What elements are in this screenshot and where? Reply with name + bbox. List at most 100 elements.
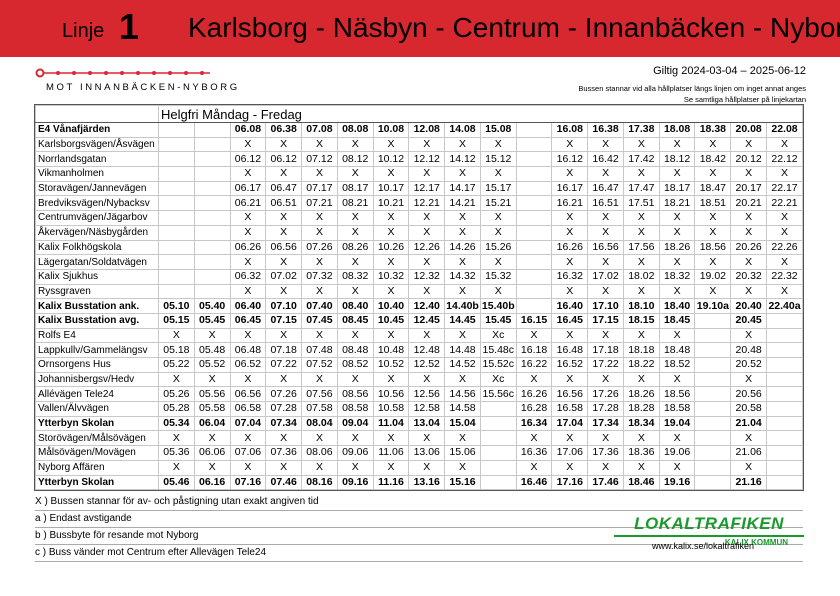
time-cell: 07.58 — [301, 401, 338, 417]
time-cell: 18.36 — [622, 445, 660, 461]
time-cell: 17.36 — [587, 445, 624, 461]
stop-name: Åkervägen/Näsbygården — [35, 224, 159, 241]
time-cell: 17.34 — [587, 415, 624, 432]
stop-row: Lägergatan/Soldatvägen X X X X X X X X X X X X X X X — [35, 254, 803, 270]
time-cell: 08.58 — [336, 401, 374, 417]
footnote: X ) Bussen stannar för av- och påstignin… — [35, 494, 803, 511]
time-cell: X — [730, 327, 768, 344]
time-cell: 08.04 — [301, 415, 338, 432]
empty-cell — [694, 459, 732, 476]
time-cell: 16.26 — [551, 239, 589, 256]
time-cell: 18.26 — [658, 239, 696, 256]
time-cell: 19.06 — [658, 445, 696, 461]
time-cell: 10.12 — [372, 151, 410, 168]
empty-cell — [694, 430, 732, 447]
time-cell: 12.21 — [408, 195, 446, 212]
time-cell: X — [730, 210, 768, 226]
empty-cell — [694, 445, 732, 461]
time-cell: 18.51 — [694, 195, 732, 212]
time-cell: X — [265, 327, 303, 344]
time-cell: 22.32 — [766, 268, 803, 285]
empty-cell — [766, 459, 803, 476]
empty-cell — [158, 254, 195, 270]
time-cell: X — [622, 430, 660, 447]
time-cell: 18.32 — [658, 268, 696, 285]
empty-cell — [515, 298, 553, 314]
time-cell: 12.08 — [408, 122, 446, 138]
time-cell: X — [587, 224, 624, 241]
empty-cell — [515, 224, 553, 241]
time-cell: 18.15 — [622, 312, 660, 329]
time-cell: X — [587, 283, 624, 300]
time-cell: 08.08 — [336, 122, 374, 138]
time-cell: 08.26 — [336, 239, 374, 256]
time-cell: X — [730, 430, 768, 447]
time-cell: 18.12 — [658, 151, 696, 168]
empty-cell — [193, 151, 231, 168]
stop-name: Vallen/Älvvägen — [35, 401, 159, 417]
time-cell: 17.22 — [587, 357, 624, 373]
time-cell: X — [408, 371, 446, 388]
time-cell: X — [265, 224, 303, 241]
time-cell: 16.17 — [551, 180, 589, 197]
empty-cell — [694, 357, 732, 373]
empty-cell — [193, 122, 231, 138]
stop-row: Kalix Busstation avg. 05.15 05.45 06.45 07.1… — [35, 312, 803, 329]
time-cell: 14.08 — [444, 122, 481, 138]
time-cell: 15.08 — [479, 122, 517, 138]
time-cell: X — [658, 371, 696, 388]
time-cell: 17.47 — [622, 180, 660, 197]
time-cell: X — [265, 371, 303, 388]
time-cell: 10.32 — [372, 268, 410, 285]
time-cell: 19.04 — [658, 415, 696, 432]
time-cell: 20.45 — [730, 312, 768, 329]
time-cell: 20.48 — [730, 342, 768, 358]
time-cell: 12.45 — [408, 312, 446, 329]
stop-name: Kalix Sjukhus — [35, 268, 159, 285]
time-cell: X — [444, 224, 481, 241]
stop-name: Lägergatan/Soldatvägen — [35, 254, 159, 270]
time-cell: 05.28 — [158, 401, 195, 417]
time-cell: X — [408, 283, 446, 300]
time-cell: X — [193, 459, 231, 476]
time-cell: X — [301, 210, 338, 226]
time-cell: X — [587, 371, 624, 388]
time-cell: 17.42 — [622, 151, 660, 168]
empty-cell — [694, 415, 732, 432]
time-cell: X — [766, 166, 803, 182]
time-cell: 07.18 — [265, 342, 303, 358]
time-cell: X — [336, 459, 374, 476]
time-cell: 17.38 — [622, 122, 660, 138]
time-cell: X — [694, 224, 732, 241]
time-cell: 07.17 — [301, 180, 338, 197]
period: Helgfri Måndag - Fredag — [158, 105, 803, 123]
time-cell: 17.51 — [622, 195, 660, 212]
stop-row: Lappkullv/Gammelängsv 05.18 05.48 06.48 07.1… — [35, 342, 803, 358]
time-cell: 18.17 — [658, 180, 696, 197]
time-cell: 15.45 — [479, 312, 517, 329]
time-cell: 06.52 — [229, 357, 267, 373]
empty-cell — [193, 195, 231, 212]
time-cell: 18.28 — [622, 401, 660, 417]
empty-cell — [158, 283, 195, 300]
time-cell: 06.48 — [229, 342, 267, 358]
time-cell: 16.52 — [551, 357, 589, 373]
time-cell: X — [336, 166, 374, 182]
time-cell: 20.12 — [730, 151, 768, 168]
time-cell: X — [372, 224, 410, 241]
time-cell: 07.45 — [301, 312, 338, 329]
empty-cell — [193, 136, 231, 153]
time-cell: 20.21 — [730, 195, 768, 212]
time-cell: 11.16 — [372, 474, 410, 491]
time-cell: 10.48 — [372, 342, 410, 358]
time-cell: X — [766, 210, 803, 226]
stop-name: Kalix Folkhögskola — [35, 239, 159, 256]
empty-cell — [694, 342, 732, 358]
time-cell: X — [336, 371, 374, 388]
time-cell: 14.45 — [444, 312, 481, 329]
time-cell: X — [229, 224, 267, 241]
time-cell: 15.56c — [479, 386, 517, 403]
time-cell: 08.56 — [336, 386, 374, 403]
time-cell: X — [587, 166, 624, 182]
stop-row: Karlsborgsvägen/Åsvägen X X X X X X X X X X X X X X X — [35, 136, 803, 153]
